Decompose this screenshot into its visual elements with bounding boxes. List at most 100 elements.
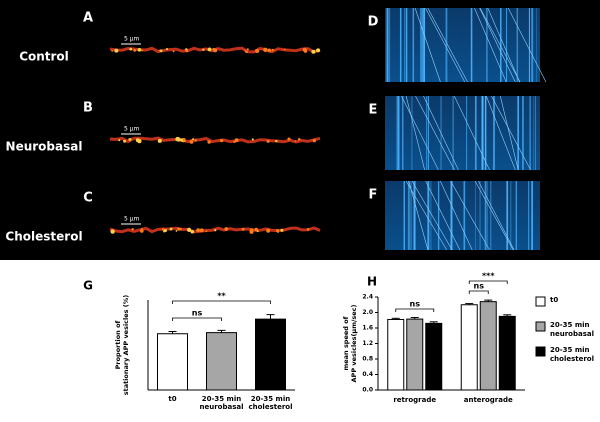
vesicle: [157, 138, 162, 143]
vesicle: [207, 140, 211, 144]
kymo-track: [411, 180, 453, 251]
kymo-track: [401, 95, 439, 171]
significance-label: ns: [410, 300, 421, 309]
vesicle: [189, 139, 194, 144]
vesicle: [294, 140, 297, 143]
vesicle: [141, 49, 144, 52]
vesicle: [205, 230, 208, 233]
vesicle: [280, 228, 284, 232]
vesicle: [177, 227, 181, 231]
vesicle: [214, 229, 217, 232]
vesicle: [303, 49, 308, 53]
kymo-track: [507, 7, 547, 83]
bar: [406, 318, 424, 391]
bar: [387, 318, 405, 391]
panel-letter: C: [83, 191, 93, 206]
significance-bracket: [468, 290, 489, 294]
bar: [425, 322, 443, 391]
kymo-track: [485, 95, 516, 171]
kymo-track: [453, 95, 490, 171]
panel-letter: B: [83, 101, 93, 116]
scale-bar-label: 5 µm: [124, 216, 140, 223]
kymo-track: [427, 7, 468, 83]
vesicle: [266, 228, 271, 233]
y-tick-label: 0.0: [362, 387, 373, 394]
vesicle: [251, 138, 254, 141]
bar: [498, 315, 516, 391]
bar: [255, 318, 286, 391]
vesicle: [111, 49, 114, 52]
vesicle: [185, 49, 189, 53]
legend-label: 20-35 min cholesterol: [550, 346, 595, 363]
vesicle: [212, 47, 215, 51]
kymo-track: [414, 7, 441, 83]
y-tick-label: 2.4: [362, 294, 373, 301]
y-axis-label: Proportion of: [114, 320, 122, 369]
vesicle: [220, 138, 224, 143]
kymo-track: [439, 180, 473, 251]
vesicle: [196, 228, 201, 233]
y-axis-label: mean speed of: [342, 316, 350, 370]
panel-letter: H: [367, 275, 377, 289]
vesicle: [283, 48, 286, 51]
vesicle: [263, 47, 268, 52]
condition-label: Cholesterol: [5, 230, 82, 244]
vesicle: [255, 48, 260, 53]
kymo-track: [425, 7, 466, 83]
legend-swatch: [535, 296, 546, 307]
vesicle: [159, 49, 163, 53]
bar: [157, 333, 188, 391]
vesicle: [306, 227, 310, 231]
condition-label: Control: [19, 50, 69, 64]
vesicle: [254, 227, 258, 232]
vesicle: [256, 230, 259, 233]
vesicle: [297, 137, 301, 141]
kymo-track: [425, 180, 461, 251]
x-tick-label: t0: [168, 395, 177, 403]
vesicle: [140, 228, 144, 231]
vesicle: [129, 47, 133, 51]
vesicle: [316, 48, 321, 53]
kymo-track: [450, 180, 490, 251]
kymo-track: [423, 95, 459, 171]
kymo-track: [474, 7, 507, 83]
vesicle: [246, 48, 249, 51]
kymo-track: [405, 95, 425, 171]
vesicle: [287, 137, 291, 141]
vesicle: [176, 137, 181, 142]
vesicle: [163, 230, 166, 233]
vesicle: [179, 138, 183, 142]
vesicle: [244, 49, 247, 52]
bar: [479, 301, 497, 391]
kymo-track: [405, 180, 447, 251]
vesicle: [311, 49, 316, 54]
panel-letter: D: [368, 15, 379, 30]
significance-bracket: [172, 300, 271, 304]
x-tick-label: retrograde: [393, 396, 436, 404]
significance-label: ns: [192, 309, 203, 318]
y-tick-label: 0.8: [362, 356, 373, 363]
vesicle: [128, 138, 132, 141]
neurite: [109, 136, 321, 144]
vesicle: [233, 140, 236, 144]
panel-letter: F: [369, 188, 378, 203]
panel-letter: A: [83, 11, 93, 26]
x-tick-label: anterograde: [464, 396, 513, 404]
vesicle: [172, 50, 175, 53]
x-tick-label: 20-35 min neurobasal: [199, 395, 244, 411]
vesicle: [169, 227, 173, 231]
vesicle: [202, 48, 205, 51]
vesicle: [312, 138, 317, 143]
kymo-track: [415, 95, 455, 171]
vesicle: [207, 47, 212, 52]
kymo-track: [487, 7, 520, 83]
significance-label: ns: [474, 282, 485, 291]
vesicle: [192, 138, 195, 141]
legend-swatch: [535, 346, 546, 357]
panel-letter: E: [369, 103, 378, 118]
vesicle: [194, 139, 197, 142]
kymo-track: [499, 95, 519, 171]
bar: [206, 332, 237, 391]
significance-bracket: [172, 317, 222, 321]
